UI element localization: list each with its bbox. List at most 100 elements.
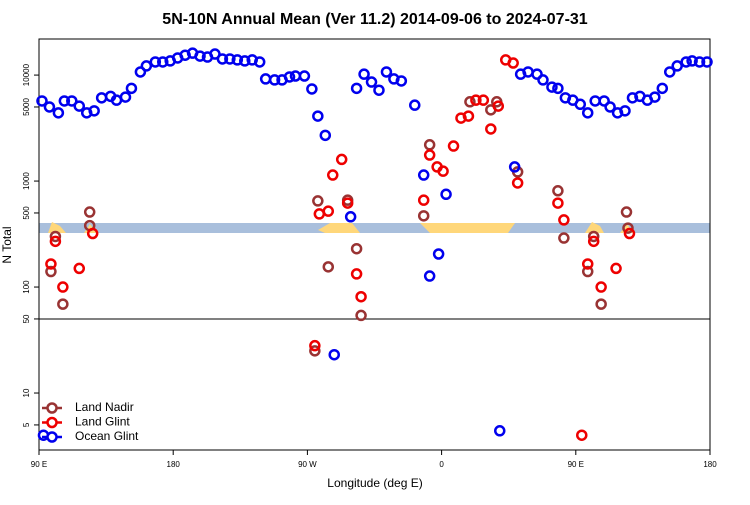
data-point [49,230,62,243]
data-point [66,95,78,107]
data-point [701,56,713,68]
data-point [595,298,607,310]
sea-strip [39,223,710,233]
data-point [552,82,564,95]
data-point [119,91,132,103]
data-point [350,82,363,95]
data-point [432,248,445,260]
data-point [477,94,490,106]
y-tick-label: 50 [22,314,31,323]
plot-frame [38,38,711,451]
data-point [531,68,543,80]
data-point [623,227,636,240]
data-point [552,197,564,209]
data-point [485,123,497,135]
legend-marker [46,402,58,414]
data-point [409,99,421,111]
y-tick-label: 100 [22,280,31,294]
data-point [423,270,436,282]
data-point [581,265,594,278]
data-point [149,56,162,68]
data-point [73,100,86,112]
data-point [45,265,57,278]
data-point [462,110,475,122]
legend-label: Land Nadir [75,400,134,414]
x-tick-label: 90 E [31,460,47,469]
data-point [88,105,100,117]
data-point [581,107,594,119]
data-point [417,210,430,222]
data-point [619,105,631,117]
data-point [395,75,408,87]
land-patch [318,223,360,233]
data-point [328,348,340,361]
data-point [511,177,524,189]
data-point [508,161,521,173]
data-point [57,281,69,293]
y-tick-label: 1000 [22,172,31,190]
data-point [423,139,436,151]
y-tick-label: 10000 [22,63,31,86]
data-point [595,281,607,293]
data-point [326,169,339,181]
data-point [341,197,354,209]
data-point [268,74,281,86]
data-point [620,206,633,218]
data-point [671,60,683,72]
data-point [610,262,622,275]
data-point [350,268,363,280]
data-point [134,66,147,78]
data-point [587,235,600,248]
data-point [344,211,357,223]
data-point [546,81,558,93]
data-point [43,101,56,113]
data-point [253,56,266,68]
data-point [494,425,506,437]
x-tick-label: 90 W [298,460,317,469]
y-axis-label: N Total [0,226,14,263]
data-point [57,298,69,310]
data-point [417,194,430,206]
data-point [306,83,318,95]
data-point [656,82,669,95]
data-point [231,54,244,66]
data-point [686,55,698,67]
data-point [312,110,324,122]
land-sea-strip [39,222,710,233]
data-point [604,101,616,113]
data-point [309,339,321,352]
data-point [312,195,324,207]
data-point [140,60,153,72]
data-point [552,185,564,197]
data-point [45,258,57,270]
x-tick-label: 0 [439,460,444,469]
data-point [437,165,449,177]
data-point [73,262,86,275]
data-point [558,232,570,244]
data-point [194,50,206,62]
data-point [49,235,62,248]
data-point [58,95,71,107]
land-patch [420,223,515,233]
data-point [470,94,482,106]
data-point [298,70,311,82]
data-point [355,290,367,303]
data-point [507,57,519,69]
data-point [417,169,430,181]
y-tick-label: 500 [22,206,31,220]
data-point [83,206,96,218]
data-point [440,188,452,201]
data-point [380,66,393,78]
data-point [587,230,600,243]
data-point [598,95,610,107]
data-point [358,68,370,80]
data-point [622,222,634,234]
data-point [350,242,363,255]
data-point [447,140,460,152]
x-axis-label: Longitude (deg E) [327,476,422,490]
data-point [537,74,549,86]
x-tick-label: 180 [703,460,717,469]
data-point [322,261,335,273]
data-point [365,76,378,88]
data-point [86,227,99,240]
